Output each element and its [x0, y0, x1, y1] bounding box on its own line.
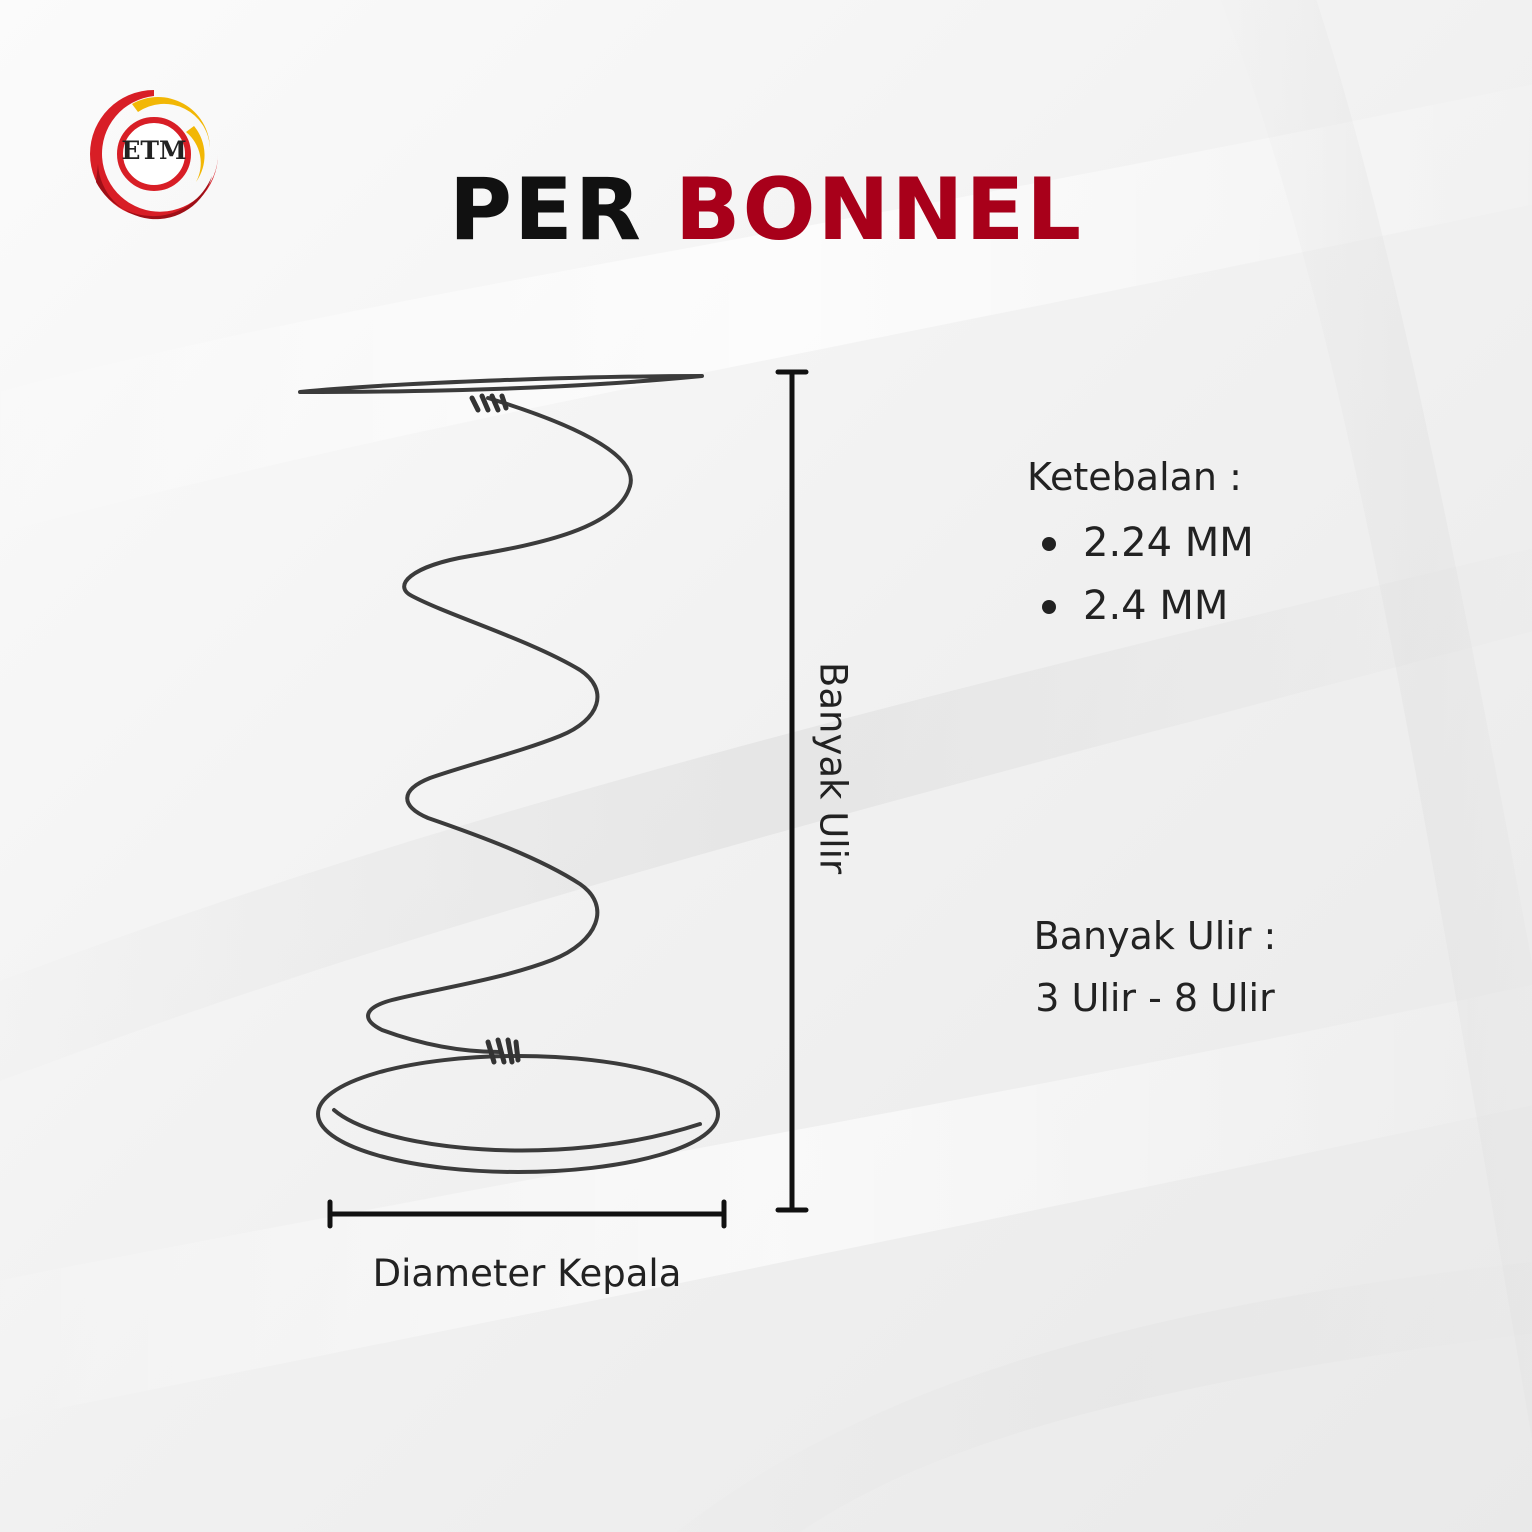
diameter-dimension-line — [327, 1199, 727, 1229]
logo-text: ETM — [121, 136, 187, 165]
spring-knot-bottom — [485, 1037, 521, 1065]
title-part-1: PER — [448, 160, 643, 260]
thickness-spec: Ketebalan : 2.24 MM 2.4 MM — [1027, 450, 1254, 638]
bullet-icon — [1042, 537, 1056, 551]
thickness-value: 2.4 MM — [1083, 583, 1229, 629]
bullet-icon — [1042, 600, 1056, 614]
page-title: PER BONNEL — [0, 155, 1532, 265]
etm-logo: ETM — [86, 86, 222, 222]
list-item: 2.4 MM — [1027, 575, 1254, 638]
height-dimension-line — [775, 369, 809, 1213]
turns-spec: Banyak Ulir : 3 Ulir - 8 Ulir — [1000, 905, 1310, 1029]
diameter-label: Diameter Kepala — [372, 1252, 682, 1295]
list-item: 2.24 MM — [1027, 512, 1254, 575]
thickness-list: 2.24 MM 2.4 MM — [1027, 512, 1254, 638]
turns-value: 3 Ulir - 8 Ulir — [1035, 976, 1275, 1020]
thickness-value: 2.24 MM — [1083, 520, 1254, 566]
height-label: Banyak Ulir — [811, 661, 855, 875]
turns-heading: Banyak Ulir : — [1033, 914, 1277, 958]
title-part-2: BONNEL — [674, 160, 1084, 260]
spring-knot-top — [469, 393, 509, 413]
thickness-heading: Ketebalan : — [1027, 455, 1242, 499]
